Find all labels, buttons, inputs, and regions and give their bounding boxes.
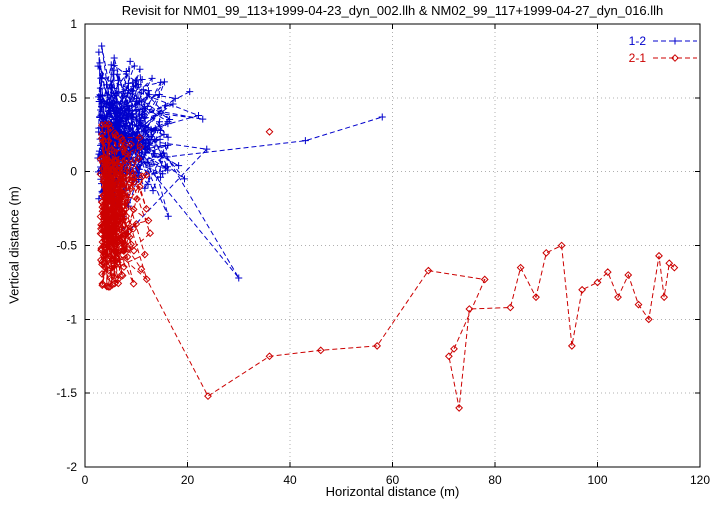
svg-text:0: 0	[82, 473, 89, 487]
chart-title: Revisit for NM01_99_113+1999-04-23_dyn_0…	[121, 3, 664, 18]
svg-text:120: 120	[690, 473, 710, 487]
svg-text:-0.5: -0.5	[56, 239, 77, 253]
svg-text:-2: -2	[66, 460, 77, 474]
legend-label: 1-2	[629, 34, 647, 48]
svg-text:1: 1	[70, 17, 77, 31]
series-2-1	[96, 120, 679, 412]
legend: 1-22-1	[629, 34, 697, 65]
tick-labels: 0 20 40 60 80 100 120 -2 -1.5 -1 -0.5 0 0.5 1	[56, 17, 710, 487]
y-axis-label: Vertical distance (m)	[6, 186, 22, 304]
svg-text:0.5: 0.5	[60, 91, 77, 105]
axes	[84, 23, 701, 468]
grid	[84, 23, 701, 468]
svg-text:-1.5: -1.5	[56, 386, 77, 400]
svg-text:60: 60	[386, 473, 400, 487]
svg-text:20: 20	[181, 473, 195, 487]
svg-text:100: 100	[587, 473, 607, 487]
svg-text:0: 0	[70, 165, 77, 179]
x-axis-label: Horizontal distance (m)	[325, 484, 460, 499]
legend-label: 2-1	[629, 51, 647, 65]
svg-text:-1: -1	[66, 312, 77, 326]
svg-text:40: 40	[283, 473, 297, 487]
svg-text:80: 80	[488, 473, 502, 487]
